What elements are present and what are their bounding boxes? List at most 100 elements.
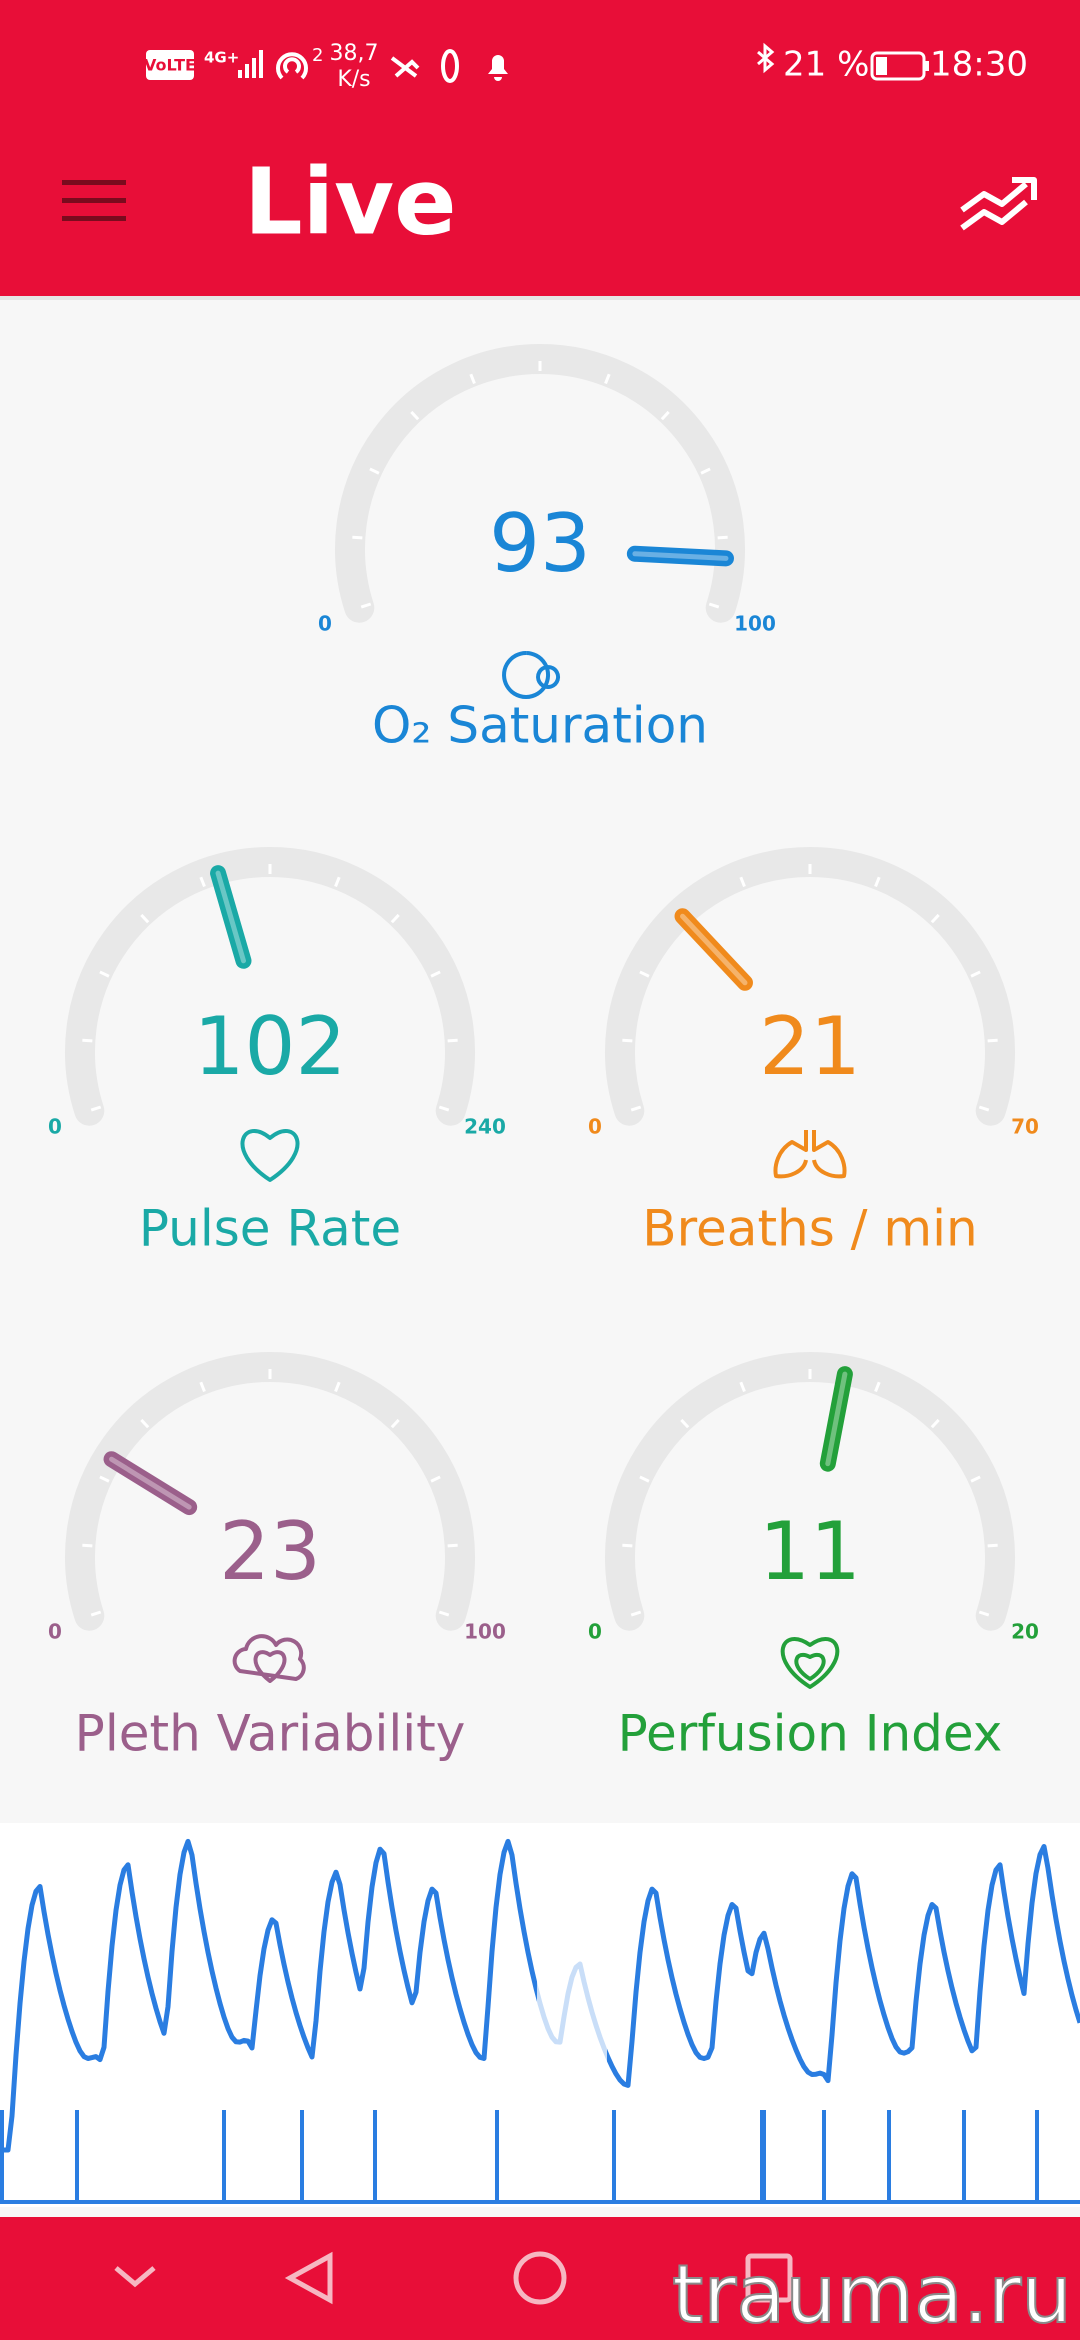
gauge-scale-tick	[708, 602, 720, 609]
gauge-scale-tick	[739, 1381, 746, 1393]
gauge-scale-tick	[90, 1105, 102, 1112]
bluetooth-icon	[757, 42, 775, 74]
app-icon	[441, 49, 459, 83]
battery-level: 21 %	[783, 45, 869, 85]
gauge-scale-tick	[660, 410, 670, 421]
gauge-scale-tick	[140, 913, 150, 924]
volte-badge	[146, 50, 194, 80]
gauge-scale-tick	[630, 1105, 642, 1112]
gauge-value: 21	[759, 1000, 861, 1093]
volte-text: VoLTE	[144, 56, 196, 75]
gauge-icon	[780, 1637, 840, 1689]
gauge-scale-tick	[82, 1543, 93, 1548]
gauge-min: 0	[48, 1620, 62, 1644]
gauge-scale-tick	[334, 876, 341, 888]
network-type: 4G+	[204, 49, 239, 67]
nav-home-button[interactable]	[513, 2251, 567, 2305]
gauge-track	[605, 847, 1015, 1126]
gauge-track	[65, 1352, 475, 1631]
nav-hide-button[interactable]	[114, 2266, 156, 2288]
app-bar-background	[0, 0, 1080, 296]
gauge: 21 0 70 Breaths / min	[588, 847, 1039, 1258]
gauge-needle	[674, 908, 753, 991]
gauge-scale-tick	[930, 1418, 940, 1429]
gauge-scale-tick	[352, 535, 363, 540]
battery-fill	[876, 57, 887, 75]
gauge-scale-tick	[360, 602, 372, 609]
waveform-sweep	[537, 1823, 607, 2203]
gauge-min: 0	[318, 612, 332, 636]
app-bar-shadow	[0, 296, 1080, 300]
gauge-scale-tick	[99, 1475, 110, 1483]
gauge-scale-tick	[739, 876, 746, 888]
gauge-min: 0	[48, 1115, 62, 1139]
gauge-scale-tick	[970, 970, 981, 978]
gauge-scale-tick	[970, 1475, 981, 1483]
gauge-icon	[232, 1634, 306, 1683]
trends-button[interactable]	[960, 177, 1037, 231]
gauge-scale-tick	[199, 876, 206, 888]
gauge-max: 20	[1011, 1620, 1039, 1644]
gauge-scale-tick	[874, 1381, 881, 1393]
bell-icon	[488, 55, 508, 81]
gauge-track	[605, 1352, 1015, 1631]
gauge-max: 70	[1011, 1115, 1039, 1139]
gauge-scale-tick	[438, 1610, 450, 1617]
gauge-max: 100	[734, 612, 776, 636]
hotspot-icon	[276, 52, 308, 80]
gauge-scale-tick	[680, 1418, 690, 1429]
gauge-value: 11	[759, 1505, 861, 1598]
menu-button[interactable]	[62, 180, 126, 221]
gauge-scale-tick	[199, 1381, 206, 1393]
gauge-scale-tick	[622, 1543, 633, 1548]
gauge-max: 100	[464, 1620, 506, 1644]
gauge-needle	[626, 545, 734, 567]
gauge-scale-tick	[430, 970, 441, 978]
gauge-value: 23	[219, 1505, 321, 1598]
missed-call-icon	[390, 56, 420, 78]
gauge-icon	[240, 1129, 300, 1182]
gauge-scale-tick	[369, 467, 380, 475]
gauge-scale-tick	[447, 1038, 458, 1043]
gauge-scale-tick	[978, 1610, 990, 1617]
hotspot-count: 2	[312, 45, 323, 66]
waveform	[0, 1823, 1080, 2203]
gauge-label: Breaths / min	[642, 1200, 977, 1258]
gauge-scale-tick	[438, 1105, 450, 1112]
gauge-scale-tick	[604, 373, 611, 385]
gauge-needle-highlight	[109, 1456, 192, 1510]
clock: 18:30	[930, 45, 1028, 85]
gauge-needle	[210, 865, 252, 969]
gauge-scale-tick	[99, 970, 110, 978]
nav-recents-button[interactable]	[745, 2253, 793, 2303]
gauge-scale-tick	[390, 913, 400, 924]
gauge-icon	[773, 1130, 847, 1179]
gauge-scale-tick	[390, 1418, 400, 1429]
watermark: trauma.ru	[672, 2248, 1072, 2340]
signal-icon	[238, 50, 263, 78]
gauge-scale-tick	[930, 913, 940, 924]
net-speed-unit: K/s	[337, 67, 370, 92]
gauge-value: 93	[489, 497, 591, 590]
net-speed: 38,7	[330, 41, 379, 66]
gauge-min: 0	[588, 1620, 602, 1644]
gauge-value: 102	[194, 1000, 347, 1093]
gauge: 93 0 100 O₂ Saturation	[318, 344, 776, 755]
gauge-scale-tick	[82, 1038, 93, 1043]
gauge-scale-tick	[639, 1475, 650, 1483]
gauge-scale-tick	[334, 1381, 341, 1393]
gauge-scale-tick	[630, 1610, 642, 1617]
gauge-scale-tick	[430, 1475, 441, 1483]
gauge-label: Pulse Rate	[139, 1200, 401, 1258]
waveform-baseline	[0, 2200, 1080, 2204]
gauge-max: 240	[464, 1115, 506, 1139]
gauge-scale-tick	[447, 1543, 458, 1548]
gauge-needle-highlight	[680, 913, 748, 986]
nav-back-button[interactable]	[284, 2251, 333, 2305]
gauge-scale-tick	[622, 1038, 633, 1043]
gauge: 102 0 240 Pulse Rate	[48, 847, 506, 1258]
gauge-scale-tick	[700, 467, 711, 475]
gauge-scale-tick	[978, 1105, 990, 1112]
